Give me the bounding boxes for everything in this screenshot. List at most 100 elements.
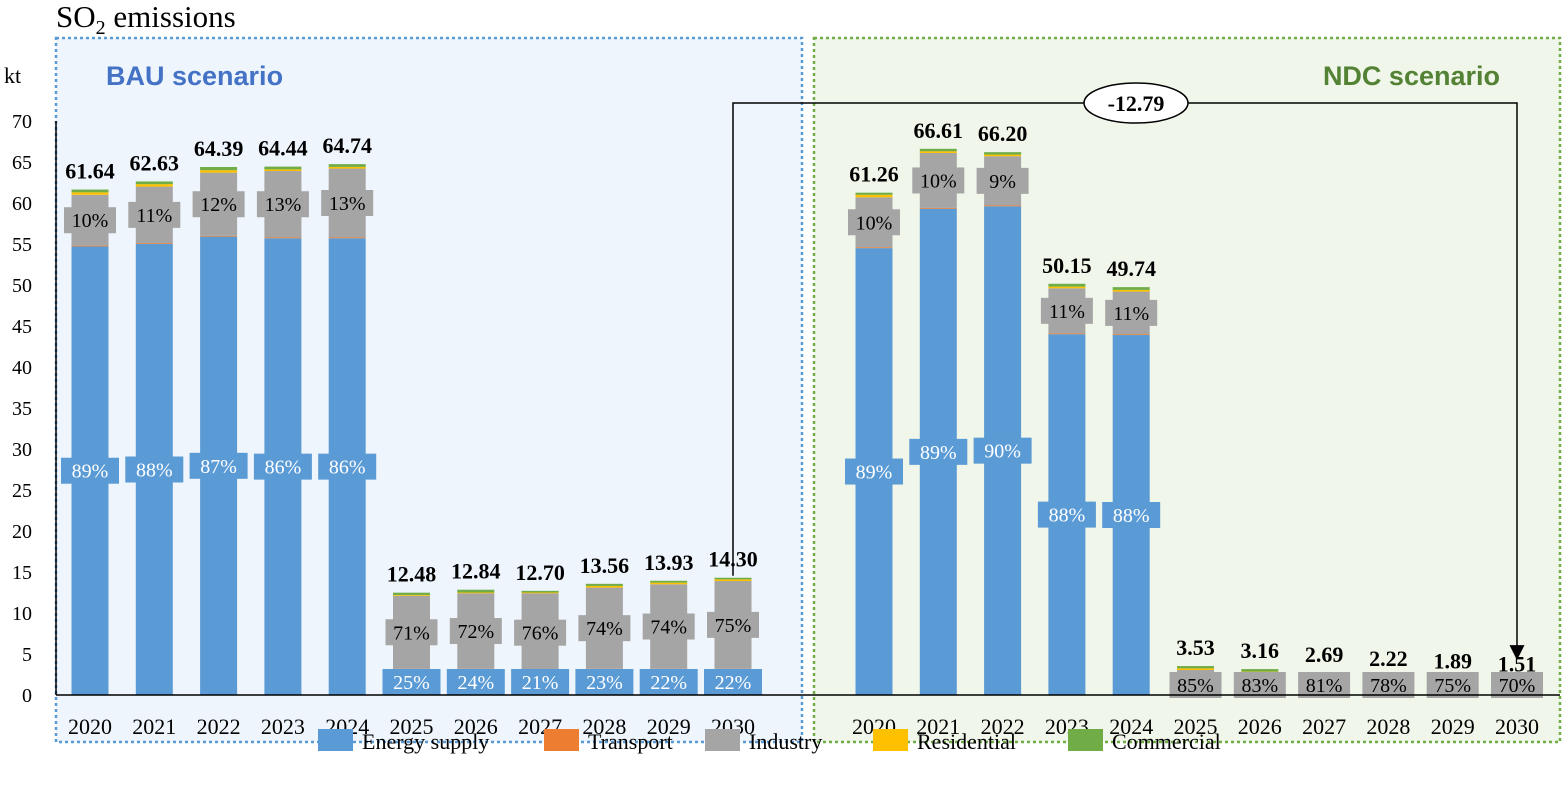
industry-share-label: 10% xyxy=(920,170,957,192)
total-value-label: 64.74 xyxy=(322,133,372,158)
x-tick-label: 2025 xyxy=(1174,714,1218,739)
bar-segment-transport xyxy=(200,235,238,237)
title-rest: emissions xyxy=(106,0,236,34)
industry-share-box xyxy=(64,207,116,234)
industry-share-box xyxy=(1362,672,1415,698)
y-axis: 0 5 10 15 20 25 30 35 40 45 50 55 60 65 70 xyxy=(12,111,57,707)
industry-share-box xyxy=(1233,672,1286,698)
y-tick-label: 55 xyxy=(12,234,32,256)
title-subscript: 2 xyxy=(96,17,106,39)
industry-share-box xyxy=(514,619,567,646)
bar-segment-residential xyxy=(984,154,1022,157)
legend-label: Commercial xyxy=(1112,729,1221,754)
industry-share-box xyxy=(707,611,759,638)
energy-share-label: 86% xyxy=(329,457,366,479)
bar-segment-residential xyxy=(135,184,173,187)
energy-share-label: 88% xyxy=(1049,505,1086,527)
industry-share-label: 10% xyxy=(72,210,109,232)
energy-share-box xyxy=(845,458,903,485)
energy-share-box xyxy=(318,453,377,480)
bar-segment-residential xyxy=(71,192,109,195)
bar-segment-residential xyxy=(393,594,430,596)
industry-share-label: 70% xyxy=(1499,675,1536,697)
industry-share-box xyxy=(1491,672,1543,698)
industry-share-box xyxy=(976,167,1029,194)
legend-swatch-energy-supply xyxy=(318,729,353,751)
industry-share-label: 11% xyxy=(1049,301,1085,323)
industry-share-label: 9% xyxy=(989,171,1016,193)
y-tick-label: 30 xyxy=(12,439,32,461)
industry-share-box xyxy=(1426,672,1479,698)
total-value-label: 61.64 xyxy=(65,159,115,184)
total-value-label: 1.51 xyxy=(1498,652,1537,677)
title-main: SO xyxy=(56,0,96,34)
total-value-label: 3.16 xyxy=(1241,638,1280,663)
legend-label: Residential xyxy=(917,729,1016,754)
industry-share-box xyxy=(912,167,965,194)
industry-share-label: 11% xyxy=(136,205,172,227)
bar-segment-commercial xyxy=(200,167,238,171)
bar-segment-residential xyxy=(650,582,688,585)
total-value-label: 12.48 xyxy=(387,562,437,587)
total-value-label: 64.39 xyxy=(194,136,244,161)
bar-segment-commercial xyxy=(855,192,893,195)
bar-segment-residential xyxy=(714,579,752,582)
x-tick-label: 2028 xyxy=(582,714,626,739)
industry-share-box xyxy=(449,618,502,645)
energy-share-box xyxy=(639,669,698,695)
total-value-label: 50.15 xyxy=(1042,253,1092,278)
energy-share-label: 21% xyxy=(522,672,559,694)
difference-bubble xyxy=(1083,82,1189,124)
energy-share-box xyxy=(61,457,119,484)
x-tick-label: 2023 xyxy=(261,714,305,739)
x-tick-label: 2024 xyxy=(1109,714,1153,739)
legend-swatch-commercial xyxy=(1068,729,1103,751)
legend-label: Energy supply xyxy=(362,729,489,754)
bar-segment-transport xyxy=(71,245,109,247)
industry-share-label: 76% xyxy=(522,623,559,645)
total-value-label: 66.20 xyxy=(978,121,1028,146)
energy-share-label: 87% xyxy=(200,456,237,478)
x-tick-label: 2021 xyxy=(916,714,960,739)
energy-share-label: 22% xyxy=(715,672,752,694)
legend-swatch-residential xyxy=(873,729,908,751)
bar-segment-commercial xyxy=(714,577,752,580)
energy-share-box xyxy=(909,438,968,465)
x-tick-label: 2029 xyxy=(1431,714,1475,739)
industry-share-label: 81% xyxy=(1306,675,1343,697)
legend-swatch-transport xyxy=(544,729,579,751)
bar-segment-commercial xyxy=(71,189,109,193)
energy-share-box xyxy=(382,669,441,695)
bar-segment-residential xyxy=(1112,289,1150,292)
bar-segment-commercial xyxy=(328,164,366,167)
industry-share-box xyxy=(256,191,309,218)
bar-segment-commercial xyxy=(1241,669,1279,672)
x-tick-label: 2021 xyxy=(132,714,176,739)
bar-segment-commercial xyxy=(393,592,430,595)
total-value-label: 3.53 xyxy=(1176,635,1215,660)
y-tick-label: 20 xyxy=(12,521,32,543)
energy-share-box xyxy=(446,669,505,695)
industry-share-box xyxy=(385,619,438,646)
industry-share-label: 71% xyxy=(393,622,430,644)
industry-share-box xyxy=(848,209,900,236)
energy-share-box xyxy=(1102,502,1161,529)
y-tick-label: 0 xyxy=(22,685,32,707)
y-tick-label: 45 xyxy=(12,316,32,338)
bar-segment-residential xyxy=(919,151,957,153)
bar-segment-residential xyxy=(521,592,559,594)
bar-segment-commercial xyxy=(1177,666,1214,669)
industry-share-label: 74% xyxy=(650,617,687,639)
industry-share-box xyxy=(1105,299,1158,326)
bar-segment-residential xyxy=(855,194,893,198)
industry-share-label: 13% xyxy=(329,193,366,215)
ndc-scenario-label: NDC scenario xyxy=(1323,61,1500,91)
y-tick-label: 50 xyxy=(12,275,32,297)
industry-share-label: 85% xyxy=(1177,675,1214,697)
energy-share-label: 86% xyxy=(265,457,302,479)
energy-share-label: 90% xyxy=(984,441,1021,463)
bar-segment-transport xyxy=(984,205,1022,207)
energy-share-label: 88% xyxy=(136,460,173,482)
bau-scenario-label: BAU scenario xyxy=(106,61,283,91)
bar-segment-transport xyxy=(855,247,893,249)
